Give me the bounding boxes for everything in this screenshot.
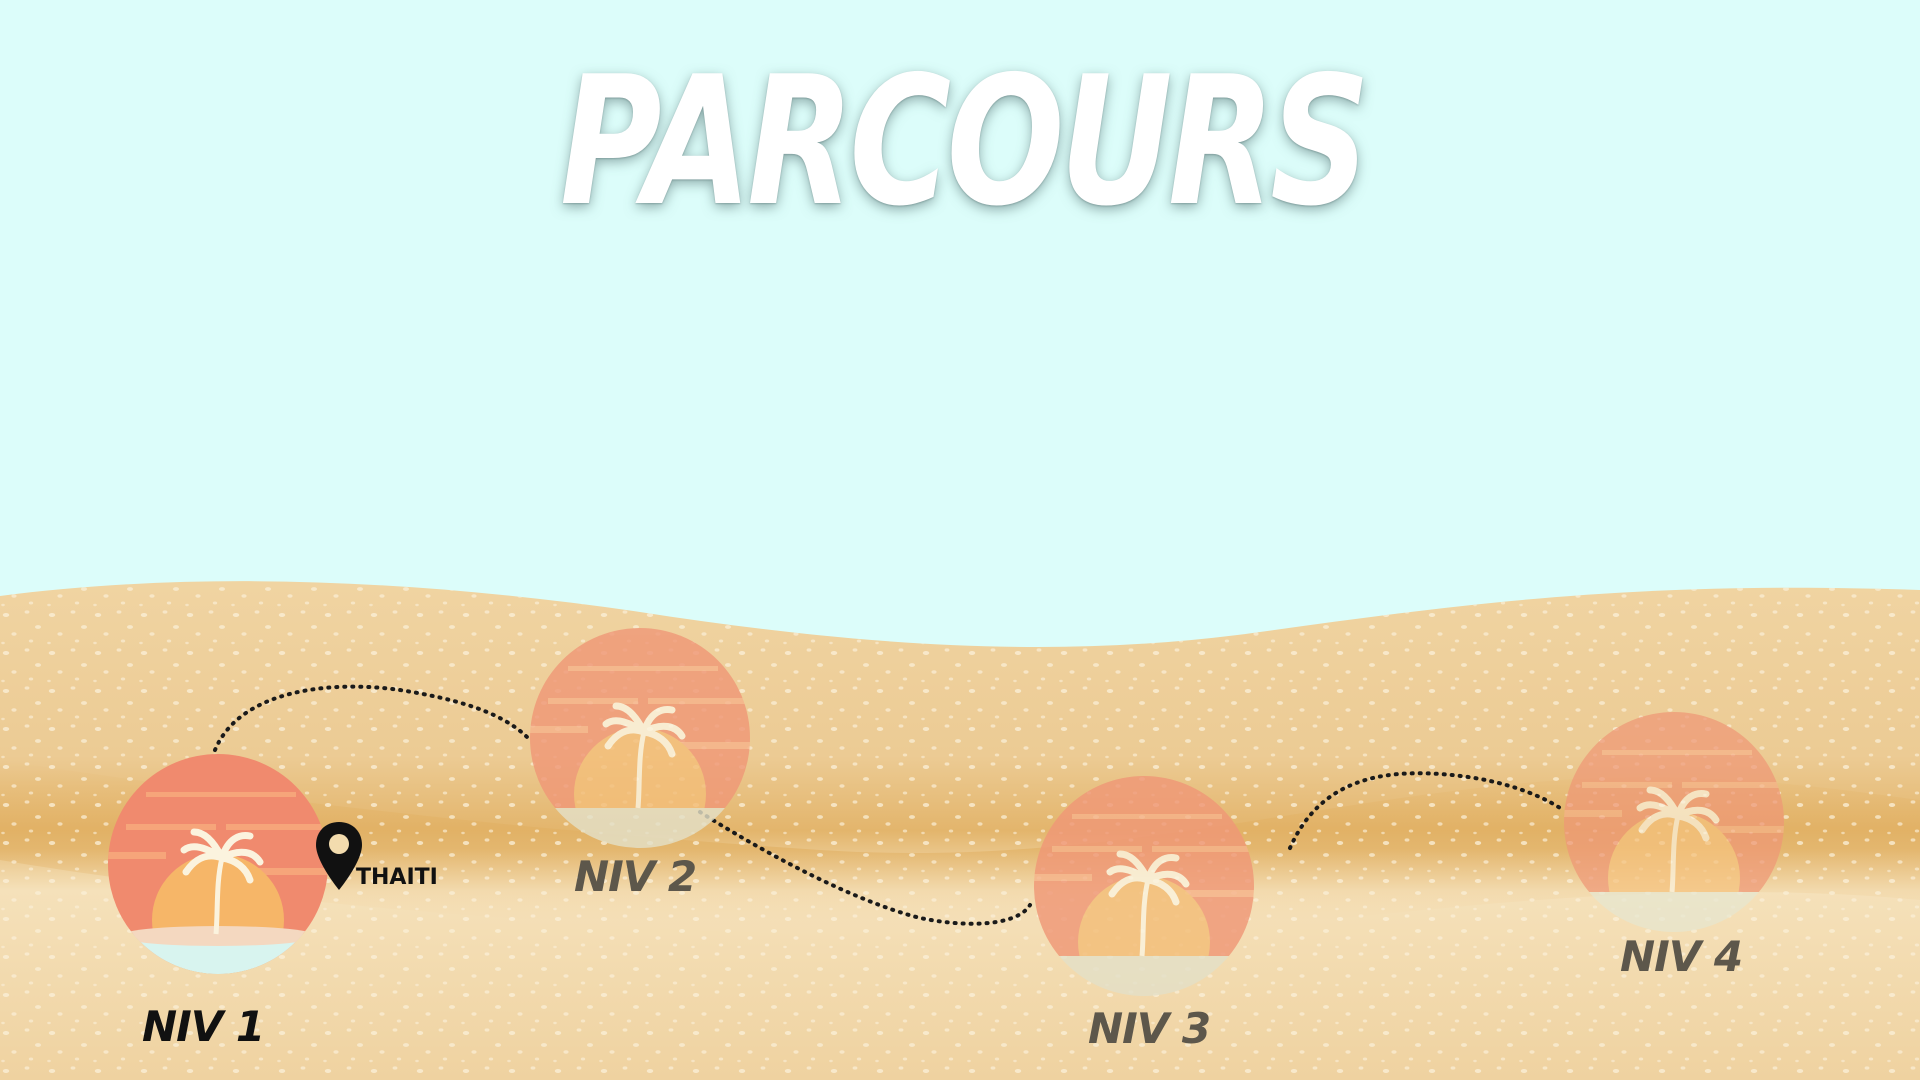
page-title: PARCOURS (560, 38, 1370, 245)
route-path (213, 684, 1562, 926)
level-node-3[interactable]: NIV 3 (1032, 774, 1256, 1053)
sunset-palm-icon (108, 754, 328, 974)
level-label: NIV 4 (1620, 932, 1743, 981)
level-label: NIV 1 (142, 1002, 265, 1051)
level-label: NIV 3 (1088, 1004, 1211, 1053)
sunset-palm-icon (530, 628, 750, 848)
level-label: NIV 2 (574, 852, 697, 901)
sunset-palm-icon (1034, 776, 1254, 996)
map-pin-icon (316, 822, 362, 890)
level-node-1[interactable]: NIV 1 (106, 752, 330, 1051)
level-node-4[interactable]: NIV 4 (1562, 710, 1786, 981)
sunset-palm-icon (1564, 712, 1784, 932)
level-node-2[interactable]: NIV 2 (528, 626, 752, 901)
location-label: THAITI (356, 865, 438, 890)
